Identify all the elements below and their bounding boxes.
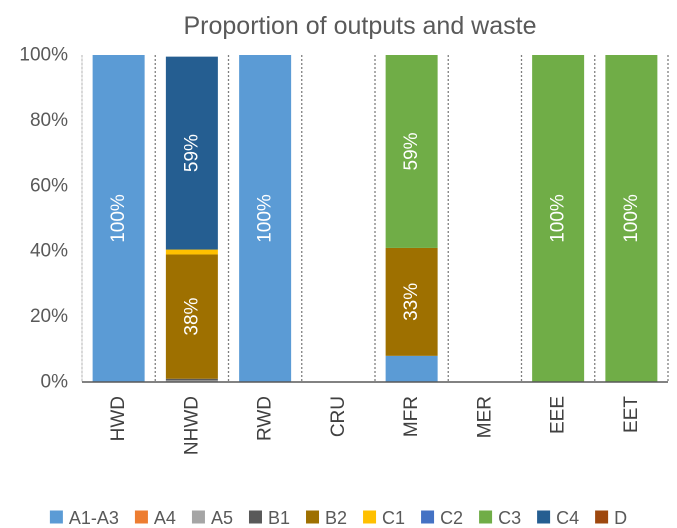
x-tick-label-eet: EET: [621, 396, 642, 433]
legend-item-a5: A5: [191, 508, 233, 528]
bar-eet-c3: [605, 55, 658, 382]
legend-item-c3: C3: [479, 508, 521, 528]
x-axis-ticks: HWD NHWD RWD CRU MFR MER EEE EET: [108, 396, 642, 456]
axes: [81, 55, 668, 383]
legend-label-c1: C1: [382, 508, 405, 528]
legend-label-d: D: [614, 508, 627, 528]
bars: [92, 55, 658, 382]
data-label-eet-c3: 100%: [621, 194, 642, 243]
legend-item-c1: C1: [363, 508, 405, 528]
legend-swatch-c1: [363, 510, 377, 524]
legend-label-c3: C3: [498, 508, 521, 528]
legend: A1-A3 A4 A5 B1 B2 C1 C2 C3 C4 D: [49, 508, 627, 528]
legend-swatch-c3: [479, 510, 493, 524]
x-tick-label-cru: CRU: [328, 396, 349, 437]
data-label-nhwd-b2: 38%: [181, 297, 202, 335]
legend-item-b2: B2: [306, 508, 347, 528]
data-label-mfr-b2: 33%: [401, 283, 422, 321]
data-label-eee-c3: 100%: [548, 194, 569, 243]
legend-label-a4: A4: [154, 508, 176, 528]
bar-hwd-a1-a3: [92, 55, 145, 382]
bar-nhwd-c4: [165, 56, 218, 250]
x-tick-label-mer: MER: [474, 396, 495, 438]
legend-label-c2: C2: [440, 508, 463, 528]
legend-item-b1: B1: [248, 508, 290, 528]
legend-label-c4: C4: [556, 508, 579, 528]
x-tick-label-eee: EEE: [548, 396, 569, 434]
legend-swatch-b1: [248, 510, 262, 524]
data-label-rwd-a1-a3: 100%: [255, 194, 276, 243]
y-tick-label-60: 60%: [30, 175, 68, 196]
legend-swatch-c2: [421, 510, 435, 524]
y-tick-label-100: 100%: [19, 45, 68, 66]
legend-item-d: D: [595, 508, 627, 528]
legend-item-c4: C4: [537, 508, 579, 528]
x-tick-label-nhwd: NHWD: [181, 396, 202, 455]
x-tick-label-mfr: MFR: [401, 396, 422, 437]
legend-label-b1: B1: [268, 508, 290, 528]
legend-swatch-c4: [537, 510, 551, 524]
y-tick-label-40: 40%: [30, 241, 68, 262]
legend-swatch-a4: [134, 510, 148, 524]
bar-rwd-a1-a3: [239, 55, 292, 382]
x-tick-label-hwd: HWD: [108, 396, 129, 441]
legend-item-a4: A4: [134, 508, 176, 528]
data-label-mfr-c3: 59%: [401, 132, 422, 170]
legend-item-c2: C2: [421, 508, 463, 528]
legend-label-b2: B2: [325, 508, 347, 528]
bar-nhwd-b2: [165, 254, 218, 379]
chart-title: Proportion of outputs and waste: [183, 12, 536, 40]
y-tick-label-20: 20%: [30, 306, 68, 327]
legend-swatch-d: [595, 510, 609, 524]
legend-label-a5: A5: [211, 508, 233, 528]
x-tick-label-rwd: RWD: [255, 396, 276, 441]
bar-nhwd-c1: [165, 249, 218, 255]
y-tick-label-80: 80%: [30, 110, 68, 131]
bar-eee-c3: [532, 55, 585, 382]
data-label-hwd-a1-a3: 100%: [108, 194, 129, 243]
legend-item-a1-a3: A1-A3: [49, 508, 119, 528]
bar-nhwd-b1: [165, 378, 218, 381]
y-axis-ticks: 0% 20% 40% 60% 80% 100%: [19, 45, 68, 393]
legend-swatch-b2: [306, 510, 320, 524]
y-tick-label-0: 0%: [41, 372, 69, 393]
data-label-nhwd-c4: 59%: [181, 134, 202, 172]
legend-swatch-a1-a3: [49, 510, 63, 524]
bar-mfr-c3: [385, 55, 438, 248]
data-labels: 100% 38% 59% 100% 33% 59% 100% 100%: [108, 132, 642, 335]
legend-swatch-a5: [191, 510, 205, 524]
bar-mfr-b2: [385, 247, 438, 356]
bar-nhwd-a5: [165, 380, 218, 382]
legend-label-a1-a3: A1-A3: [69, 508, 119, 528]
bar-mfr-a1-a3: [385, 355, 438, 382]
